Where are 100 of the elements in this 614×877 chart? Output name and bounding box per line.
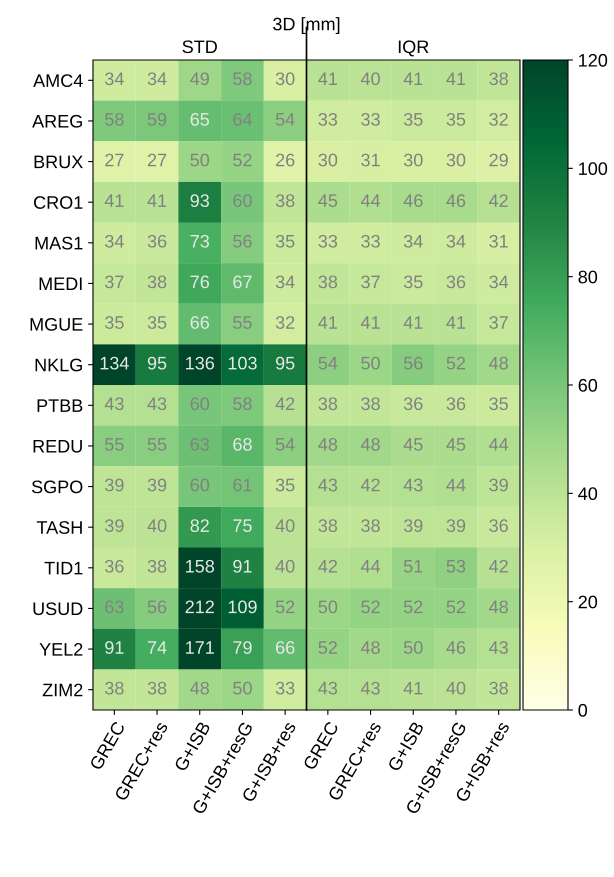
data-label: 34 — [276, 276, 295, 288]
data-label: 41 — [318, 316, 338, 329]
data-label: 50 — [318, 600, 338, 614]
text: IQR — [398, 40, 428, 56]
data-label: 39 — [404, 519, 422, 532]
data-label: 27 — [105, 154, 124, 166]
data-label: 38 — [276, 194, 294, 208]
data-label: 56 — [148, 600, 166, 614]
data-label: 26 — [276, 154, 294, 166]
chart-title: 3D [mm] — [273, 17, 340, 34]
y-tick-label: USUD — [34, 602, 82, 616]
data-label: 44 — [360, 194, 380, 207]
data-label: 33 — [318, 234, 338, 248]
y-tick-label: BRUX — [34, 156, 83, 168]
y-tick-label: ZIM2 — [42, 684, 82, 696]
data-label: 60 — [190, 478, 210, 492]
data-label: 52 — [233, 154, 252, 166]
data-label: 95 — [148, 356, 166, 370]
data-label: 44 — [489, 438, 508, 451]
y-tick-label: REDU — [34, 440, 82, 453]
data-label: 54 — [318, 356, 338, 370]
color-bar-label: 80 — [578, 270, 598, 284]
data-label: 45 — [446, 438, 466, 451]
data-label: 35 — [148, 316, 166, 329]
data-label: 48 — [318, 438, 338, 451]
data-label: 31 — [361, 154, 380, 166]
data-label: 56 — [404, 356, 422, 370]
data-label: 75 — [233, 519, 252, 532]
data-label: 82 — [190, 519, 209, 532]
data-label: 36 — [148, 234, 166, 248]
data-label: 42 — [318, 560, 337, 572]
data-label: 46 — [446, 641, 466, 654]
data-label: 36 — [489, 519, 508, 532]
data-label: 59 — [148, 113, 166, 126]
y-tick-label: SGPO — [32, 480, 82, 494]
data-label: 65 — [190, 113, 210, 126]
data-label: 50 — [190, 154, 210, 166]
data-label: 43 — [147, 397, 166, 410]
data-label: 33 — [361, 113, 380, 126]
data-label: 35 — [105, 316, 124, 329]
data-label: 38 — [489, 72, 508, 86]
data-label: 42 — [360, 478, 380, 492]
color-bar-label: 120 — [579, 54, 608, 67]
data-label: 32 — [489, 113, 508, 126]
data-label: 61 — [233, 478, 252, 492]
data-label: 34 — [105, 234, 124, 248]
data-label: 30 — [318, 154, 338, 166]
y-tick-label: PTBB — [38, 399, 82, 412]
data-label: 46 — [446, 194, 466, 208]
data-label: 35 — [489, 397, 508, 410]
data-label: 35 — [404, 113, 423, 126]
data-label: 35 — [276, 234, 294, 248]
data-label: 32 — [276, 316, 294, 329]
data-label: 79 — [233, 641, 252, 654]
data-label: 42 — [489, 560, 508, 572]
data-label: 34 — [446, 234, 466, 248]
data-label: 64 — [233, 113, 252, 126]
data-label: 33 — [318, 113, 338, 126]
data-label: 52 — [276, 600, 294, 614]
data-label: 41 — [404, 316, 422, 329]
data-label: 55 — [148, 438, 166, 451]
data-label: 63 — [105, 600, 124, 614]
data-label: 48 — [360, 641, 380, 654]
data-label: 39 — [105, 519, 124, 532]
data-label: 60 — [233, 194, 252, 208]
data-label: 158 — [186, 560, 214, 573]
data-label: 41 — [318, 72, 338, 85]
data-label: 52 — [404, 600, 422, 614]
data-label: 171 — [186, 641, 214, 654]
data-label: 40 — [147, 519, 166, 532]
data-label: 41 — [404, 72, 422, 85]
data-label: 38 — [318, 397, 338, 410]
data-label: 30 — [404, 154, 423, 166]
data-label: 53 — [446, 560, 466, 573]
data-label: 39 — [105, 478, 124, 492]
data-label: 58 — [105, 113, 124, 126]
data-label: 52 — [318, 641, 337, 654]
data-label: 41 — [404, 682, 422, 694]
data-label: 134 — [100, 356, 129, 370]
data-label: 38 — [489, 682, 508, 695]
data-label: 41 — [360, 316, 380, 329]
data-label: 39 — [446, 519, 466, 532]
data-label: 42 — [489, 194, 508, 207]
data-label: 41 — [147, 194, 166, 207]
data-label: 35 — [446, 113, 466, 126]
data-label: 63 — [190, 438, 209, 451]
data-label: 34 — [148, 72, 167, 86]
data-label: 136 — [186, 356, 214, 370]
data-label: 58 — [233, 397, 252, 410]
data-label: 30 — [446, 154, 466, 166]
data-label: 40 — [446, 682, 466, 695]
data-label: 38 — [148, 560, 166, 573]
data-label: 38 — [148, 276, 166, 288]
data-label: 36 — [105, 560, 124, 573]
y-tick-label: TID1 — [44, 562, 82, 574]
data-label: 38 — [105, 682, 124, 695]
data-label: 41 — [446, 72, 466, 85]
data-label: 27 — [148, 154, 166, 166]
data-label: 31 — [489, 234, 508, 248]
data-label: 43 — [489, 641, 508, 654]
